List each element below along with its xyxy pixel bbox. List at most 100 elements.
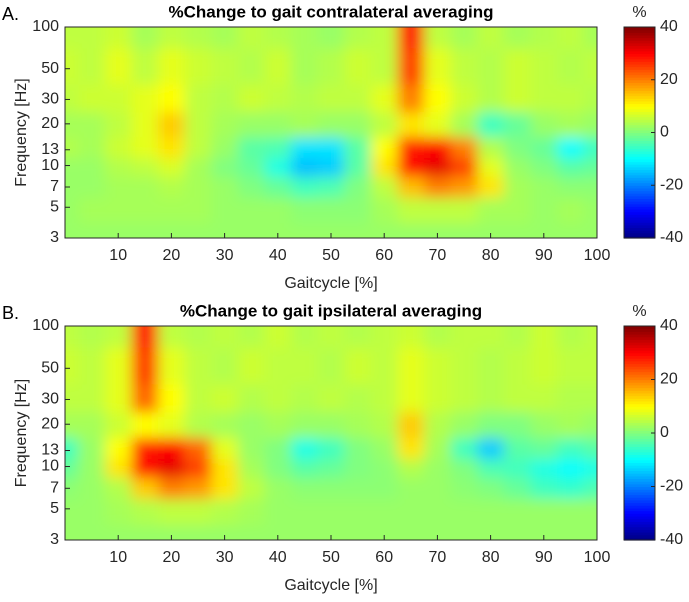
heat-cell [211, 437, 239, 460]
heat-cell [583, 111, 597, 138]
heat-cell [317, 136, 345, 159]
y-tick-label: 50 [41, 360, 59, 377]
heat-cell [131, 383, 159, 413]
heat-cell [184, 84, 212, 113]
heat-cell [264, 197, 292, 224]
heat-cell [583, 437, 597, 460]
heat-cell [211, 383, 239, 413]
heat-cell [65, 477, 79, 500]
heat-cell [237, 27, 265, 49]
heat-cell [211, 524, 239, 540]
y-tick-label: 50 [41, 60, 59, 77]
heat-cell [397, 176, 425, 198]
heat-cell [477, 136, 505, 159]
heat-cell [503, 111, 531, 138]
heat-cell [78, 84, 106, 113]
heat-cell [131, 222, 159, 238]
heat-cell [291, 383, 319, 413]
heat-cell [344, 411, 372, 438]
x-tick-label: 40 [269, 247, 287, 264]
x-tick-label: 70 [429, 247, 447, 264]
heat-cell [583, 411, 597, 438]
heat-cell [211, 326, 239, 348]
heat-cell [583, 458, 597, 478]
heat-cell [78, 411, 106, 438]
heat-cell [583, 157, 597, 177]
heat-cell [131, 498, 159, 525]
heat-cell [530, 157, 558, 177]
heat-cell [158, 326, 186, 348]
x-tick-label: 100 [584, 549, 611, 566]
heat-cell [65, 47, 79, 85]
heat-cell [184, 176, 212, 198]
heat-cell [131, 111, 159, 138]
heat-cell [264, 326, 292, 348]
heat-cell [530, 498, 558, 525]
heat-cell [291, 111, 319, 138]
heat-cell [131, 477, 159, 500]
heat-cell [557, 197, 585, 224]
heat-cell [291, 176, 319, 198]
heat-cell [184, 222, 212, 238]
y-axis-label: Frequency [Hz] [13, 379, 30, 487]
heat-cell [370, 136, 398, 159]
heat-cell [291, 27, 319, 49]
heat-cell [237, 326, 265, 348]
heat-cell [477, 524, 505, 540]
x-tick-label: 50 [322, 549, 340, 566]
y-tick-label: 20 [41, 115, 59, 132]
heat-cell [477, 84, 505, 113]
heat-cell [158, 222, 186, 238]
heat-cell [530, 477, 558, 500]
heat-cell [477, 477, 505, 500]
heat-cell [317, 347, 345, 385]
heat-cell [424, 157, 452, 177]
x-tick-label: 90 [535, 247, 553, 264]
heat-cell [131, 524, 159, 540]
heat-cell [583, 176, 597, 198]
y-tick-label: 20 [41, 415, 59, 432]
heat-cell [370, 47, 398, 85]
x-tick-label: 90 [535, 549, 553, 566]
heat-cell [317, 111, 345, 138]
heat-cell [237, 437, 265, 460]
heat-cell [370, 326, 398, 348]
heat-cell [237, 411, 265, 438]
chart-title: %Change to gait ipsilateral averaging [180, 301, 482, 320]
heat-cell [65, 498, 79, 525]
y-tick-label: 13 [41, 141, 59, 158]
heat-cell [78, 27, 106, 49]
heat-cell [104, 498, 132, 525]
heat-cell [344, 157, 372, 177]
heat-cell [397, 437, 425, 460]
heat-cell [477, 222, 505, 238]
heat-cell [583, 84, 597, 113]
heat-cell [557, 84, 585, 113]
heat-cell [450, 111, 478, 138]
heat-cell [104, 27, 132, 49]
heat-cell [503, 136, 531, 159]
x-tick-label: 80 [482, 247, 500, 264]
heat-cell [344, 111, 372, 138]
heat-cell [291, 222, 319, 238]
heat-cell [104, 437, 132, 460]
heat-cell [450, 222, 478, 238]
heat-cell [264, 84, 292, 113]
heat-cell [450, 498, 478, 525]
heat-cell [237, 111, 265, 138]
heat-cell [344, 326, 372, 348]
heat-cell [158, 411, 186, 438]
heat-cell [78, 111, 106, 138]
heat-cell [131, 176, 159, 198]
heat-cell [450, 176, 478, 198]
heat-cell [344, 84, 372, 113]
heat-cell [131, 84, 159, 113]
heat-cell [131, 27, 159, 49]
heatmap-cells [65, 27, 597, 238]
panel-label: A. [2, 4, 19, 24]
heat-cell [477, 347, 505, 385]
heat-cell [104, 458, 132, 478]
heat-cell [237, 498, 265, 525]
heat-cell [477, 458, 505, 478]
colorbar-tick-label: 0 [660, 124, 669, 141]
